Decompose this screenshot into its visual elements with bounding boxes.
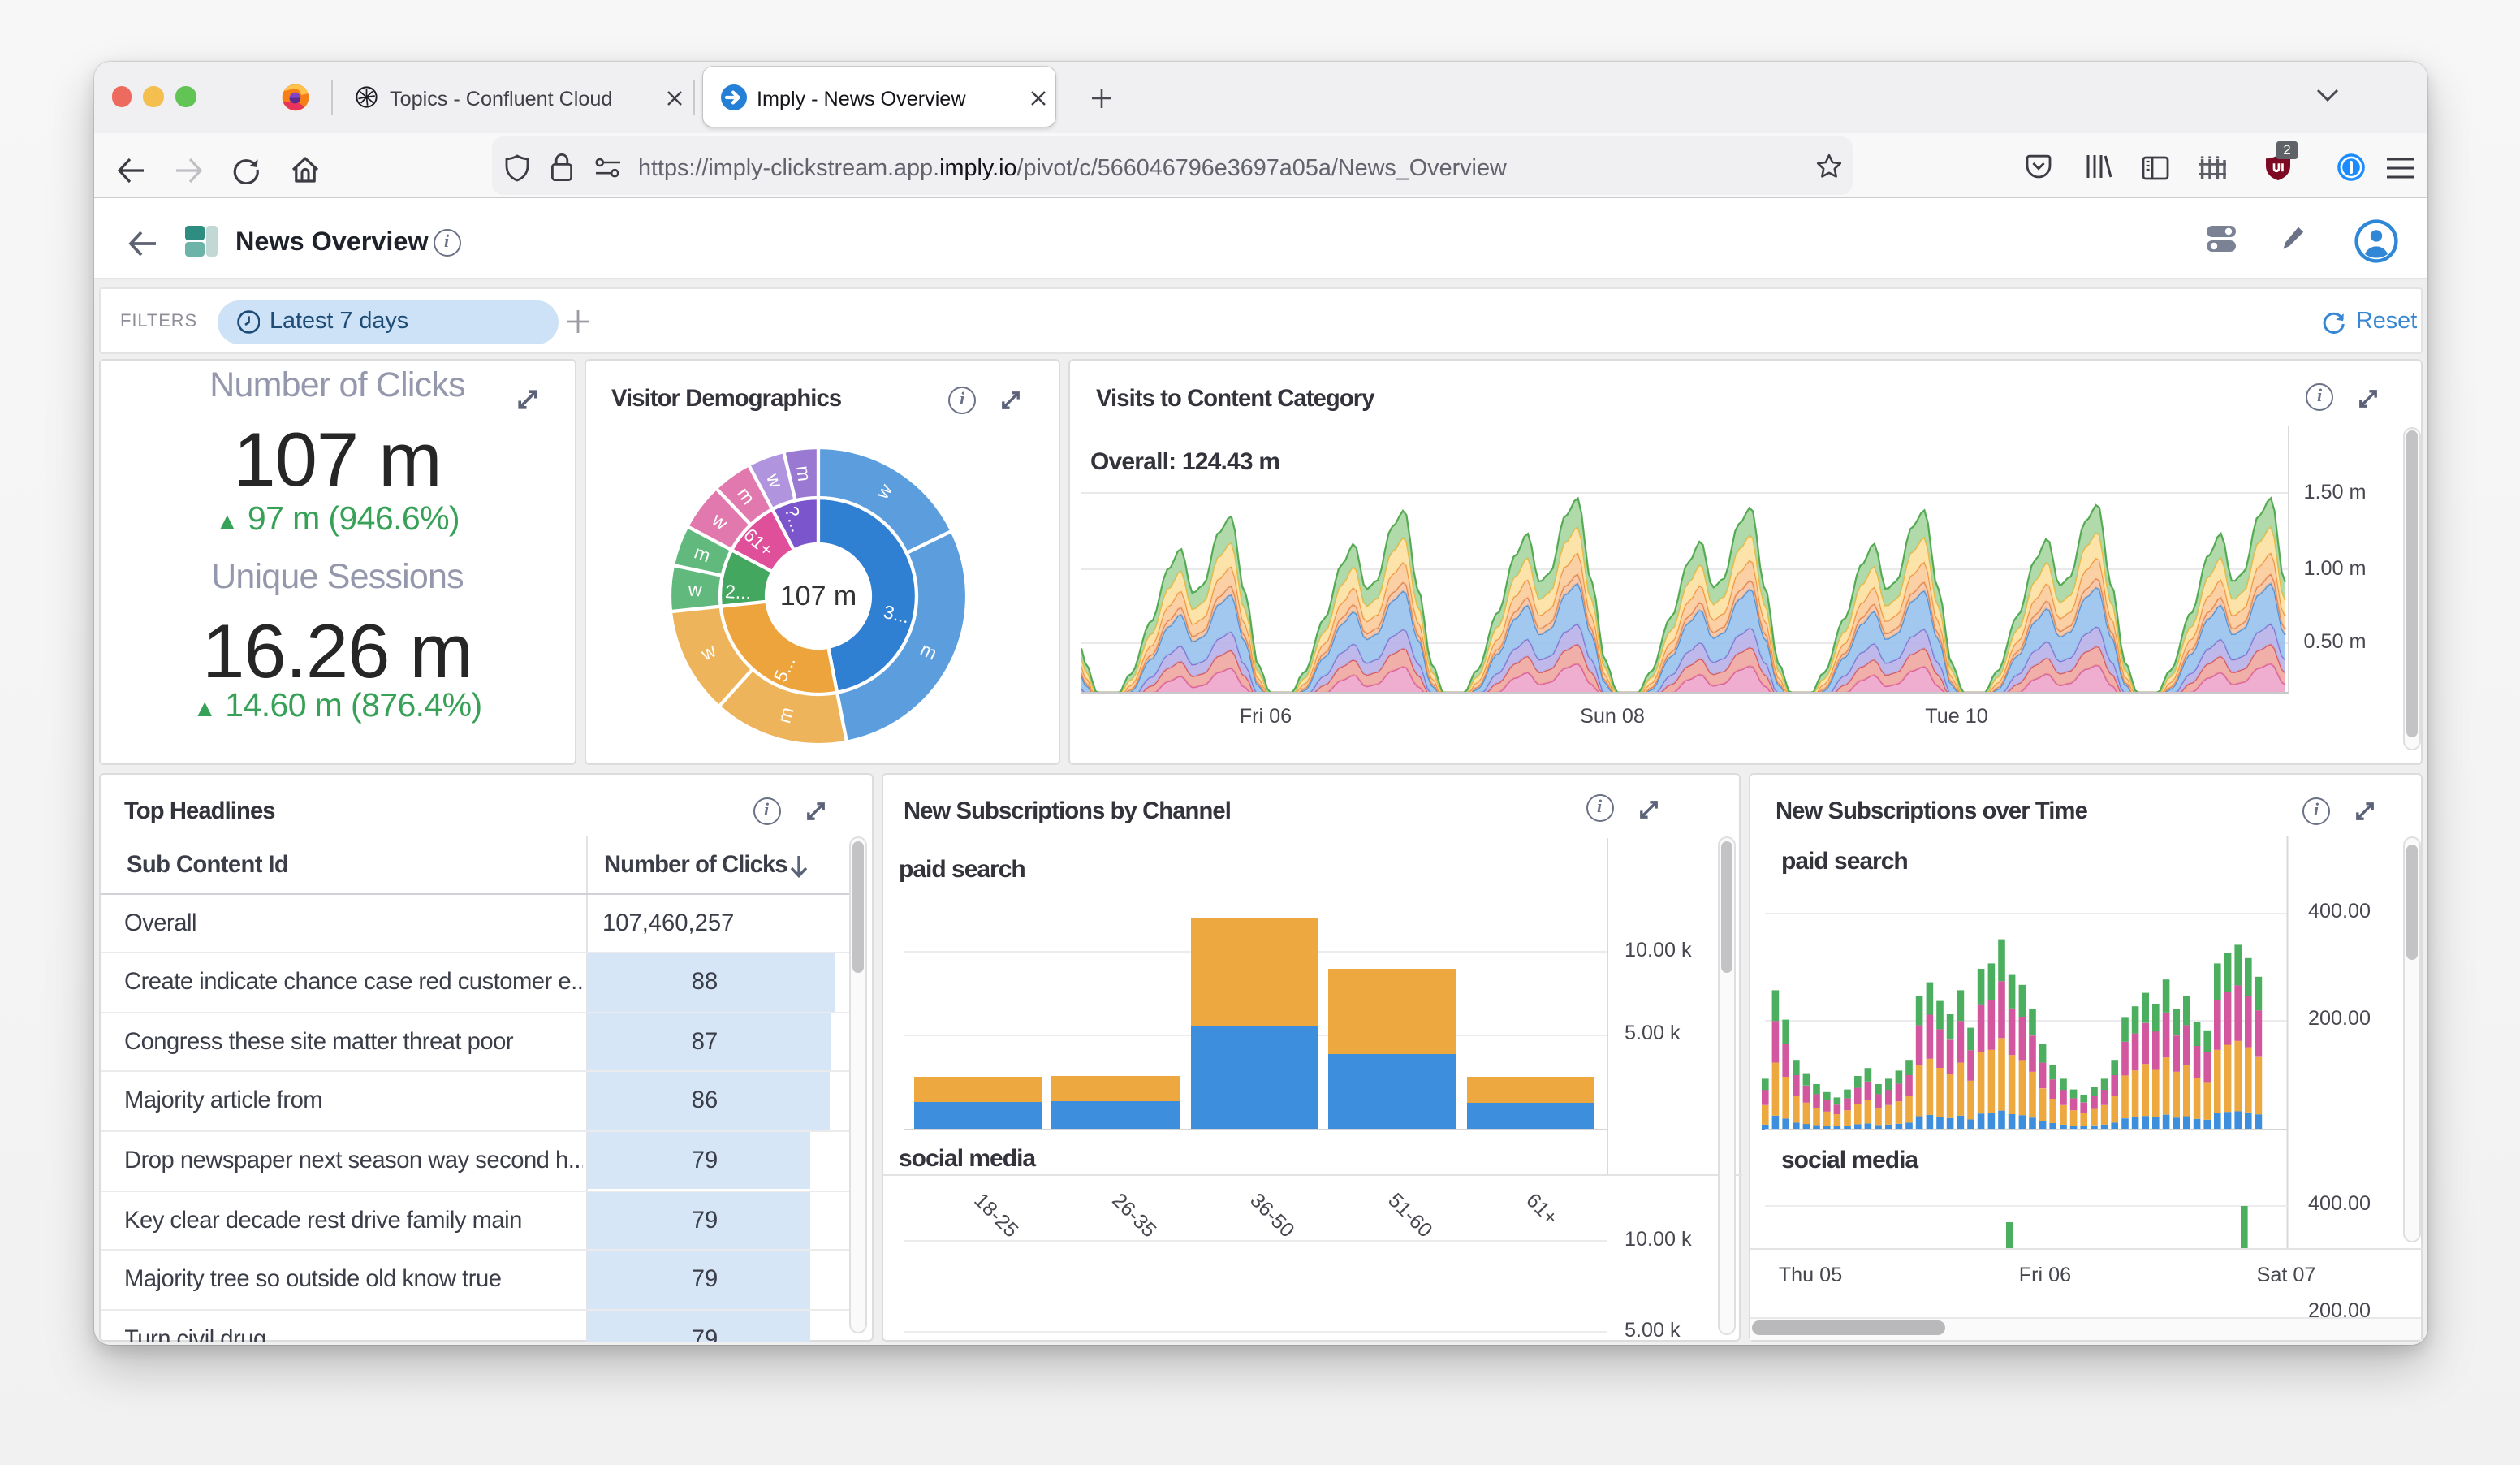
svg-text:w: w [686,579,701,601]
svg-text:107 m: 107 m [779,581,857,611]
svg-text:m: m [792,465,814,482]
svg-text:2...: 2... [724,581,751,603]
